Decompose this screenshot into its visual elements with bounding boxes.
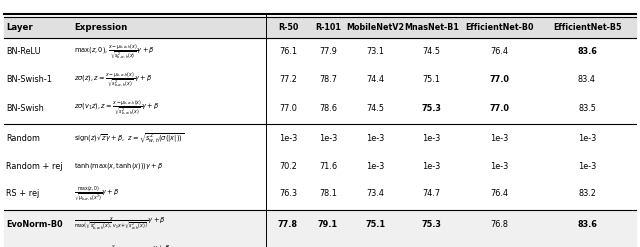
Text: 1e-3: 1e-3 <box>490 162 508 170</box>
Text: 76.8: 76.8 <box>490 220 508 228</box>
Text: 74.7: 74.7 <box>422 189 440 199</box>
Bar <box>4 17 636 38</box>
Text: 76.4: 76.4 <box>490 189 508 199</box>
Text: $\tanh(\max(x,\tanh(x)))\gamma + \beta$: $\tanh(\max(x,\tanh(x)))\gamma + \beta$ <box>74 161 163 171</box>
Text: 75.1: 75.1 <box>365 220 385 228</box>
Text: $\frac{\max(z,0)}{\sqrt{\mu_{b,w,h}(x^2)}}\gamma + \beta$: $\frac{\max(z,0)}{\sqrt{\mu_{b,w,h}(x^2)… <box>74 185 120 203</box>
Text: 1e-3: 1e-3 <box>279 133 297 143</box>
Text: R-101: R-101 <box>315 23 341 32</box>
Text: 83.6: 83.6 <box>577 220 597 228</box>
Text: 77.2: 77.2 <box>279 76 297 84</box>
Text: $\frac{x}{\max\!\left(\sqrt{s^2_{b,w,h}(x)},\,v_1x{+}\sqrt{s^2_{w,h}(x)}\right)}: $\frac{x}{\max\!\left(\sqrt{s^2_{b,w,h}(… <box>74 216 166 232</box>
Text: EfficientNet-B0: EfficientNet-B0 <box>465 23 533 32</box>
Text: 1e-3: 1e-3 <box>578 133 596 143</box>
Text: $\max(z,0), \frac{x-\mu_{b,w,h}(x)}{\sqrt{s^2_{b,w,h}(x)}}\gamma + \beta$: $\max(z,0), \frac{x-\mu_{b,w,h}(x)}{\sqr… <box>74 42 155 62</box>
Text: 75.3: 75.3 <box>422 103 442 112</box>
Text: RS + rej: RS + rej <box>6 189 39 199</box>
Text: 76.3: 76.3 <box>279 189 297 199</box>
Text: Expression: Expression <box>74 23 127 32</box>
Text: 71.6: 71.6 <box>319 162 337 170</box>
Text: 1e-3: 1e-3 <box>422 162 440 170</box>
Text: Random: Random <box>6 133 40 143</box>
Text: 1e-3: 1e-3 <box>366 133 385 143</box>
Text: 78.7: 78.7 <box>319 76 337 84</box>
Text: 73.1: 73.1 <box>367 47 385 57</box>
Text: 73.4: 73.4 <box>367 189 385 199</box>
Text: 74.4: 74.4 <box>367 76 385 84</box>
Text: 77.0: 77.0 <box>489 103 509 112</box>
Text: 78.6: 78.6 <box>319 103 337 112</box>
Text: 74.5: 74.5 <box>422 47 440 57</box>
Text: Random + rej: Random + rej <box>6 162 63 170</box>
Text: $z\sigma(v_1z), z = \frac{x-\mu_{b,w,h}(x)}{\sqrt{s^2_{b,w,h}(x)}}\gamma + \beta: $z\sigma(v_1z), z = \frac{x-\mu_{b,w,h}(… <box>74 99 159 118</box>
Text: 83.4: 83.4 <box>578 76 596 84</box>
Text: 1e-3: 1e-3 <box>366 162 385 170</box>
Text: MobileNetV2: MobileNetV2 <box>346 23 404 32</box>
Text: BN-Swish-1: BN-Swish-1 <box>6 76 52 84</box>
Text: 77.0: 77.0 <box>489 76 509 84</box>
Text: 1e-3: 1e-3 <box>490 133 508 143</box>
Text: 1e-3: 1e-3 <box>319 133 337 143</box>
Text: 78.1: 78.1 <box>319 189 337 199</box>
Text: 83.5: 83.5 <box>578 103 596 112</box>
Text: 75.1: 75.1 <box>422 76 440 84</box>
Text: Layer: Layer <box>6 23 33 32</box>
Text: 1e-3: 1e-3 <box>578 162 596 170</box>
Text: 76.1: 76.1 <box>279 47 297 57</box>
Text: 70.2: 70.2 <box>279 162 297 170</box>
Text: BN-Swish: BN-Swish <box>6 103 44 112</box>
Text: $z\sigma(z), z = \frac{x-\mu_{b,w,h}(x)}{\sqrt{s^2_{b,w,h}(x)}}\gamma + \beta$: $z\sigma(z), z = \frac{x-\mu_{b,w,h}(x)}… <box>74 71 152 89</box>
Text: 83.6: 83.6 <box>577 47 597 57</box>
Text: 75.3: 75.3 <box>422 220 442 228</box>
Text: 77.9: 77.9 <box>319 47 337 57</box>
Text: EfficientNet-B5: EfficientNet-B5 <box>553 23 621 32</box>
Text: 77.0: 77.0 <box>279 103 297 112</box>
Text: 74.5: 74.5 <box>367 103 385 112</box>
Bar <box>4 210 636 247</box>
Text: $\frac{x}{\max\!\left(\sqrt{s^2_{b,w,h}(x)},\,(x{+}1)\sqrt{\mu_{w,h}(x^2)}\right: $\frac{x}{\max\!\left(\sqrt{s^2_{b,w,h}(… <box>74 243 170 247</box>
Text: MnasNet-B1: MnasNet-B1 <box>404 23 459 32</box>
Text: BN-ReLU: BN-ReLU <box>6 47 40 57</box>
Text: 79.1: 79.1 <box>318 220 338 228</box>
Text: 83.2: 83.2 <box>578 189 596 199</box>
Text: 76.4: 76.4 <box>490 47 508 57</box>
Text: EvoNorm-B0: EvoNorm-B0 <box>6 220 63 228</box>
Text: 77.8: 77.8 <box>278 220 298 228</box>
Text: R-50: R-50 <box>278 23 298 32</box>
Text: $\mathrm{sign}(z)\sqrt{z}\gamma + \beta,\ z = \sqrt{s^2_{w,h}(\sigma(|x|))}$: $\mathrm{sign}(z)\sqrt{z}\gamma + \beta,… <box>74 131 184 145</box>
Text: 1e-3: 1e-3 <box>422 133 440 143</box>
